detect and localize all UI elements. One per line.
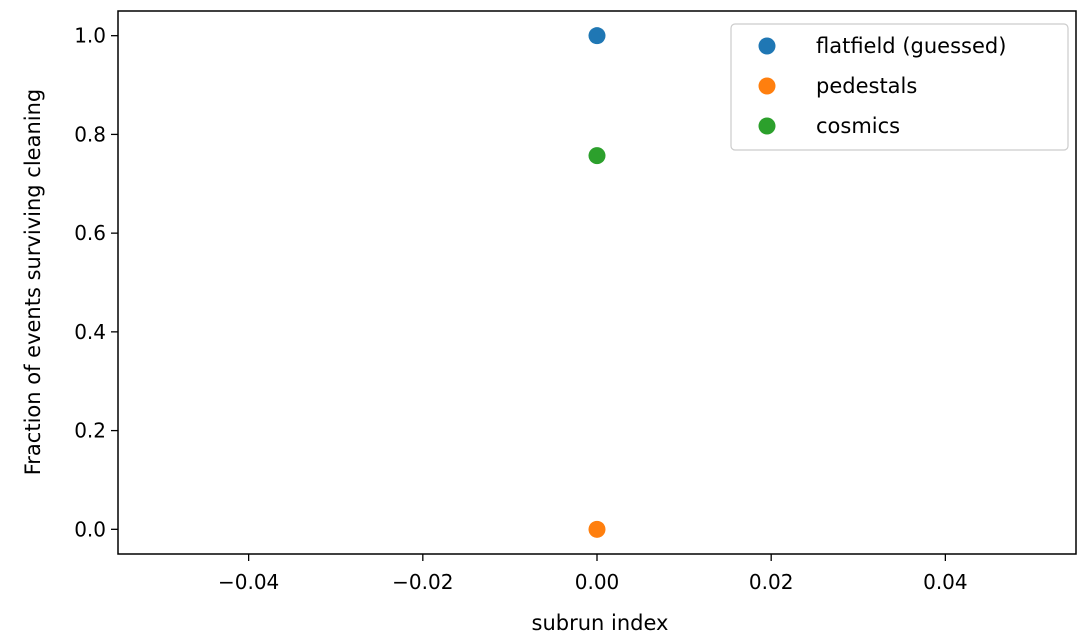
y-tick-label: 0.6 — [74, 221, 106, 245]
x-axis-label: subrun index — [532, 611, 669, 635]
legend: flatfield (guessed) pedestals cosmics — [730, 23, 1069, 151]
data-points — [588, 27, 606, 538]
y-axis-label: Fraction of events surviving cleaning — [21, 89, 45, 476]
y-tick-label: 0.8 — [74, 122, 106, 146]
y-tick-label: 0.0 — [74, 517, 106, 541]
plot-frame — [117, 10, 1077, 555]
x-axis-ticks: −0.04 −0.02 0.00 0.02 0.04 — [218, 554, 968, 594]
y-tick-label: 1.0 — [74, 24, 106, 48]
legend-marker — [758, 117, 776, 135]
y-tick-label: 0.4 — [74, 320, 106, 344]
x-tick-label: −0.02 — [392, 570, 453, 594]
data-point-pedestals — [588, 520, 606, 538]
x-tick-label: −0.04 — [218, 570, 279, 594]
x-tick-label: 0.02 — [749, 570, 794, 594]
legend-marker — [758, 37, 776, 55]
data-point-flatfield-guessed — [588, 27, 606, 45]
legend-label: cosmics — [816, 114, 900, 138]
data-point-cosmics — [588, 147, 606, 165]
x-tick-label: 0.00 — [575, 570, 620, 594]
x-tick-label: 0.04 — [923, 570, 968, 594]
legend-label: pedestals — [816, 74, 917, 98]
y-axis-ticks: 0.0 0.2 0.4 0.6 0.8 1.0 — [74, 24, 118, 541]
legend-marker — [758, 77, 776, 95]
legend-label: flatfield (guessed) — [816, 34, 1006, 58]
legend-box — [730, 23, 1069, 151]
y-tick-label: 0.2 — [74, 419, 106, 443]
